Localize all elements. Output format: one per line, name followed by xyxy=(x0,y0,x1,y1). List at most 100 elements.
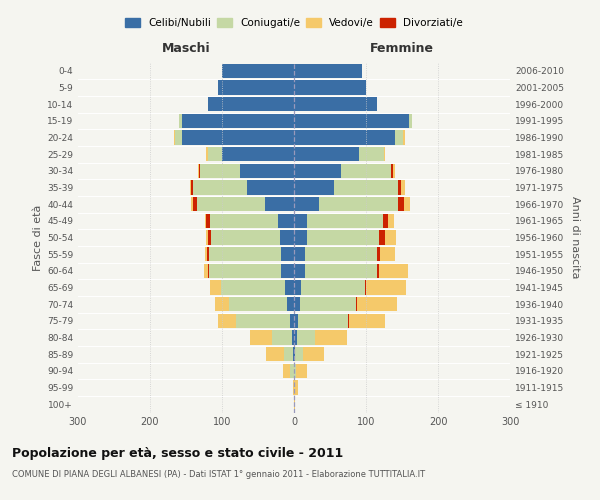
Bar xyxy=(174,130,175,144)
Bar xyxy=(409,114,412,128)
Bar xyxy=(294,230,307,244)
Bar xyxy=(383,214,388,228)
Bar xyxy=(385,230,395,244)
Bar xyxy=(218,80,294,94)
Bar xyxy=(193,197,197,211)
Bar xyxy=(366,280,406,294)
Text: Popolazione per età, sesso e stato civile - 2011: Popolazione per età, sesso e stato civil… xyxy=(12,448,343,460)
Bar xyxy=(283,364,290,378)
Bar xyxy=(281,247,294,261)
Bar xyxy=(294,330,297,344)
Bar xyxy=(377,264,379,278)
Bar xyxy=(208,230,211,244)
Bar xyxy=(300,297,356,311)
Bar xyxy=(287,297,294,311)
Bar xyxy=(359,147,384,161)
Bar xyxy=(294,214,307,228)
Bar xyxy=(294,397,295,411)
Bar xyxy=(208,264,209,278)
Bar xyxy=(272,330,292,344)
Bar xyxy=(210,280,221,294)
Bar xyxy=(294,97,377,112)
Bar xyxy=(388,214,394,228)
Bar xyxy=(294,147,359,161)
Bar xyxy=(206,230,208,244)
Bar xyxy=(294,114,409,128)
Bar xyxy=(207,247,209,261)
Bar xyxy=(398,180,401,194)
Bar xyxy=(182,130,294,144)
Bar xyxy=(395,130,403,144)
Bar xyxy=(295,347,302,361)
Bar xyxy=(281,264,294,278)
Bar xyxy=(284,347,293,361)
Bar xyxy=(293,347,294,361)
Text: Femmine: Femmine xyxy=(370,42,434,55)
Bar xyxy=(398,197,404,211)
Bar xyxy=(240,164,294,178)
Bar xyxy=(377,247,380,261)
Bar xyxy=(204,264,208,278)
Bar xyxy=(182,114,294,128)
Text: COMUNE DI PIANA DEGLI ALBANESI (PA) - Dati ISTAT 1° gennaio 2011 - Elaborazione : COMUNE DI PIANA DEGLI ALBANESI (PA) - Da… xyxy=(12,470,425,479)
Bar xyxy=(278,214,294,228)
Bar xyxy=(294,364,296,378)
Bar xyxy=(294,280,301,294)
Bar xyxy=(379,264,408,278)
Bar xyxy=(305,264,377,278)
Bar xyxy=(250,330,272,344)
Bar xyxy=(179,114,182,128)
Bar xyxy=(209,247,281,261)
Bar xyxy=(218,314,236,328)
Bar xyxy=(222,147,294,161)
Bar xyxy=(206,214,210,228)
Bar xyxy=(197,197,265,211)
Bar xyxy=(286,280,294,294)
Bar xyxy=(191,180,193,194)
Bar xyxy=(265,197,294,211)
Bar xyxy=(200,164,240,178)
Bar xyxy=(266,347,284,361)
Bar xyxy=(298,314,348,328)
Bar xyxy=(307,214,383,228)
Bar xyxy=(280,230,294,244)
Bar xyxy=(211,230,280,244)
Bar xyxy=(297,330,315,344)
Bar xyxy=(356,297,358,311)
Bar xyxy=(391,164,392,178)
Bar xyxy=(199,164,200,178)
Bar xyxy=(341,164,391,178)
Bar xyxy=(294,130,395,144)
Bar xyxy=(294,164,341,178)
Bar xyxy=(294,64,362,78)
Bar xyxy=(190,180,191,194)
Bar xyxy=(206,147,208,161)
Bar xyxy=(294,180,334,194)
Bar xyxy=(290,314,294,328)
Bar xyxy=(247,180,294,194)
Bar xyxy=(294,264,305,278)
Y-axis label: Fasce di età: Fasce di età xyxy=(33,204,43,270)
Bar xyxy=(404,197,410,211)
Bar xyxy=(208,147,222,161)
Bar xyxy=(175,130,182,144)
Bar xyxy=(294,380,298,394)
Bar xyxy=(305,247,377,261)
Bar xyxy=(294,80,366,94)
Bar xyxy=(315,330,347,344)
Bar xyxy=(290,364,294,378)
Bar xyxy=(294,347,295,361)
Bar xyxy=(294,297,300,311)
Bar xyxy=(208,97,294,112)
Bar xyxy=(229,297,287,311)
Bar xyxy=(191,197,193,211)
Bar xyxy=(349,314,385,328)
Bar xyxy=(236,314,290,328)
Bar xyxy=(205,247,207,261)
Bar xyxy=(307,230,379,244)
Text: Maschi: Maschi xyxy=(161,42,211,55)
Bar xyxy=(210,214,278,228)
Bar xyxy=(215,297,229,311)
Bar xyxy=(292,330,294,344)
Bar xyxy=(209,264,281,278)
